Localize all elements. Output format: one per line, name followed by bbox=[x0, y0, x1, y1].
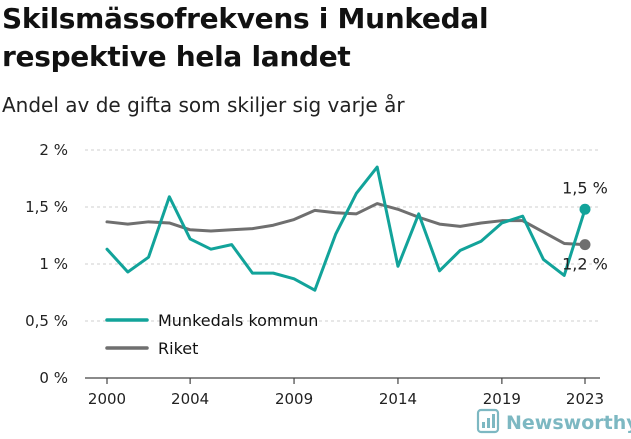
x-tick-label: 2004 bbox=[171, 390, 209, 408]
y-tick-label: 0,5 % bbox=[25, 312, 68, 330]
y-axis-ticks: 0 % 0,5 % 1 % 1,5 % 2 % bbox=[25, 141, 68, 387]
newsworthy-logo-icon bbox=[476, 408, 500, 434]
logo-bar bbox=[482, 422, 485, 428]
chart-subtitle: Andel av de gifta som skiljer sig varje … bbox=[2, 93, 405, 117]
y-tick-label: 2 % bbox=[39, 141, 68, 159]
end-point-munkedal bbox=[579, 203, 591, 215]
y-tick-label: 1,5 % bbox=[25, 198, 68, 216]
end-point-riket bbox=[579, 239, 591, 251]
chart-title: Skilsmässofrekvens i Munkedal respektive… bbox=[2, 2, 489, 73]
y-tick-label: 0 % bbox=[39, 369, 68, 387]
logo-bar bbox=[487, 418, 490, 428]
logo-bar bbox=[492, 414, 495, 428]
x-tick-label: 2014 bbox=[379, 390, 417, 408]
legend: Munkedals kommun Riket bbox=[105, 311, 318, 358]
series-end-labels: 1,5 % 1,2 % bbox=[562, 178, 608, 273]
logo-frame bbox=[476, 408, 500, 434]
x-axis: 2000 2004 2009 2014 2019 2023 bbox=[85, 377, 604, 408]
series-lines bbox=[105, 165, 587, 292]
legend-label: Munkedals kommun bbox=[158, 311, 318, 330]
grid-lines bbox=[85, 149, 600, 322]
brand-name: Newsworthy bbox=[506, 412, 631, 434]
x-tick-label: 2019 bbox=[483, 390, 521, 408]
end-label-munkedal: 1,5 % bbox=[562, 178, 608, 197]
x-tick-label: 2009 bbox=[275, 390, 313, 408]
series-line-munkedal bbox=[105, 165, 587, 292]
x-tick-label: 2000 bbox=[88, 390, 126, 408]
end-label-riket: 1,2 % bbox=[562, 255, 608, 274]
x-tick-label: 2023 bbox=[566, 390, 604, 408]
brand-logo: Newsworthy bbox=[476, 408, 631, 434]
y-tick-label: 1 % bbox=[39, 255, 68, 273]
series-line-riket bbox=[105, 202, 587, 247]
legend-label: Riket bbox=[158, 339, 198, 358]
